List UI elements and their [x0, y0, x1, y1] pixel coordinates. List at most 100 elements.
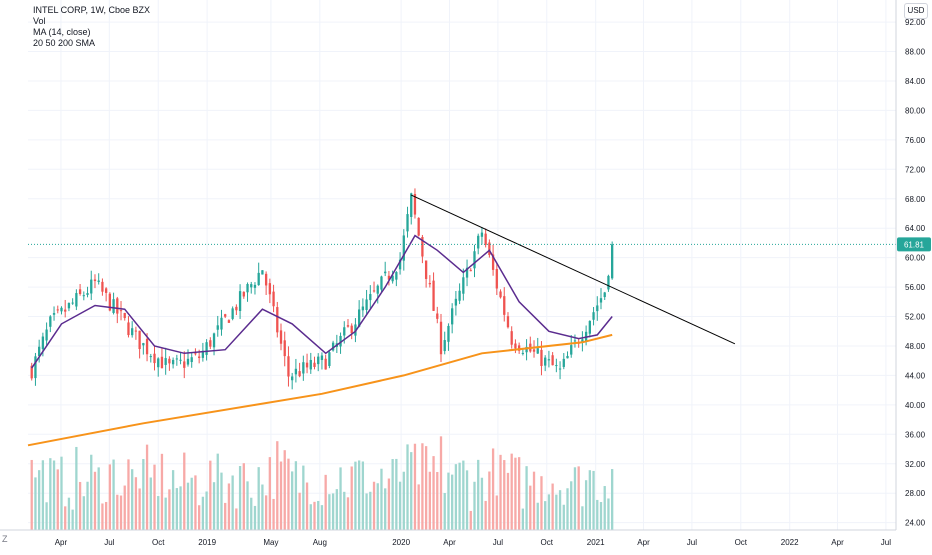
volume-bar — [384, 488, 387, 530]
candle-body — [551, 355, 554, 366]
candle-body — [454, 298, 458, 306]
volume-bar — [302, 465, 305, 530]
volume-bar — [71, 509, 74, 530]
volume-bar — [160, 453, 164, 530]
volume-bar — [149, 477, 152, 530]
volume-bar — [261, 484, 264, 530]
time-tick-label: Oct — [735, 538, 748, 547]
candlestick-series — [30, 188, 614, 390]
candle-body — [398, 259, 402, 270]
volume-bar — [257, 467, 260, 530]
candle-body — [264, 273, 268, 286]
volume-bar — [451, 474, 454, 530]
candle-body — [123, 312, 126, 319]
volume-bar — [194, 475, 197, 530]
time-tick-label: 2021 — [587, 538, 605, 547]
time-tick-label: Apr — [443, 538, 456, 547]
candle-body — [424, 260, 428, 279]
candle-body — [268, 283, 272, 295]
time-axis[interactable]: Apr Jul Oct 2019 May Aug 2020 Apr Jul Oct 2021 Apr J… — [0, 529, 896, 547]
volume-bar — [56, 469, 59, 530]
volume-bar — [361, 461, 365, 530]
candle-body — [153, 353, 156, 364]
candle-body — [175, 358, 178, 360]
candle-body — [164, 358, 167, 365]
volume-bar — [469, 510, 472, 530]
volume-bar — [242, 463, 245, 530]
sma-legend[interactable]: 20 50 200 SMA — [33, 38, 96, 48]
volume-bar — [34, 477, 37, 530]
candle-body — [596, 305, 599, 312]
candle-body — [104, 288, 108, 293]
candle-body — [313, 362, 316, 367]
ma-legend[interactable]: MA (14, close) — [33, 27, 91, 37]
volume-bar — [391, 459, 394, 530]
candle-body — [521, 352, 525, 354]
volume-bar — [186, 482, 190, 530]
price-axis[interactable]: 24.00 28.00 32.00 36.00 40.00 44.00 48.00 52.00… — [895, 0, 931, 530]
candle-body — [242, 291, 245, 297]
candle-body — [253, 284, 257, 288]
volume-bar — [439, 436, 443, 530]
candle-body — [78, 289, 82, 294]
candle-body — [413, 194, 417, 215]
volume-bar — [309, 504, 312, 530]
candle-body — [592, 312, 595, 320]
candle-body — [30, 365, 33, 379]
volume-bar — [164, 497, 167, 530]
volume-bar — [86, 481, 89, 530]
candle-body — [298, 371, 301, 377]
candle-body — [317, 356, 320, 365]
volume-bar — [458, 462, 461, 530]
volume-legend[interactable]: Vol — [33, 16, 46, 26]
volume-bar — [398, 481, 402, 530]
volume-bar — [365, 493, 368, 530]
volume-bar — [611, 469, 614, 530]
volume-bar — [540, 476, 543, 530]
candle-body — [224, 314, 227, 317]
candle-body — [436, 313, 439, 319]
volume-bar — [246, 481, 249, 530]
volume-bar — [380, 468, 383, 530]
time-tick-label: Jul — [687, 538, 697, 547]
candle-body — [227, 320, 231, 323]
volume-bar — [402, 471, 405, 530]
candle-body — [540, 349, 543, 367]
volume-bar — [294, 461, 298, 530]
candle-body — [119, 310, 123, 312]
volume-bar — [264, 495, 268, 530]
volume-bar — [138, 488, 141, 530]
volume-bar — [484, 500, 487, 530]
price-tick-label: 24.00 — [905, 519, 926, 528]
volume-bar — [279, 461, 283, 530]
volume-bar — [82, 496, 85, 530]
candle-body — [395, 272, 398, 280]
time-tick-label: Aug — [313, 538, 327, 547]
volume-bar — [227, 483, 231, 530]
candle-body — [302, 362, 305, 374]
time-tick-label: Oct — [541, 538, 554, 547]
candle-body — [272, 291, 275, 307]
symbol-title[interactable]: INTEL CORP, 1W, Cboe BZX — [33, 5, 151, 15]
candle-body — [194, 353, 197, 355]
chart-legend: INTEL CORP, 1W, Cboe BZX Vol MA (14, clo… — [33, 5, 150, 49]
volume-bar — [45, 502, 48, 530]
price-tick-label: 68.00 — [905, 195, 926, 204]
zoom-button[interactable]: Z — [2, 534, 8, 544]
candle-body — [86, 293, 89, 295]
volume-bar — [387, 478, 391, 530]
candle-body — [380, 276, 383, 290]
candle-body — [90, 279, 93, 294]
candle-body — [49, 316, 52, 327]
candle-body — [491, 254, 495, 270]
currency-button[interactable]: USD — [904, 3, 928, 19]
volume-bar — [216, 453, 219, 530]
candle-body — [127, 322, 130, 336]
candle-body — [506, 316, 510, 328]
volume-bar — [104, 501, 108, 530]
candle-body — [283, 340, 286, 357]
volume-bar — [588, 470, 591, 530]
candle-body — [56, 309, 59, 311]
volume-bar — [317, 500, 320, 530]
